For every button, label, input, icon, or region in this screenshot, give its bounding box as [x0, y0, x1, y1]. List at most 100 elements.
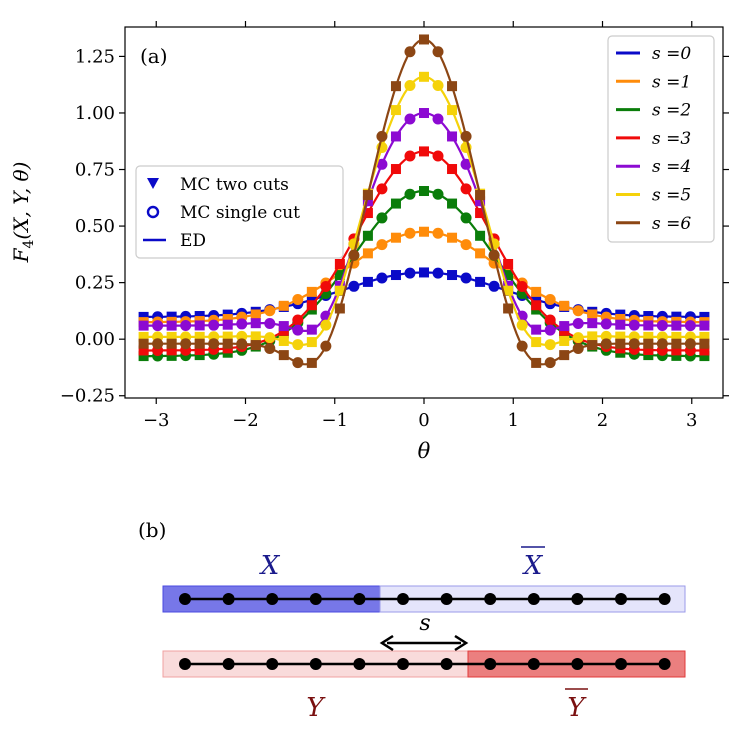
data-point: [404, 267, 416, 279]
data-point: [194, 311, 205, 322]
site: [179, 658, 191, 670]
data-point: [419, 267, 429, 278]
data-point: [194, 350, 205, 361]
data-point: [166, 350, 177, 361]
data-point: [362, 190, 373, 201]
y-label-sub: 4: [21, 239, 37, 248]
data-point: [166, 331, 177, 342]
data-point: [656, 338, 668, 350]
data-point: [572, 317, 584, 329]
data-point: [306, 294, 317, 305]
data-point: [699, 345, 710, 356]
site: [658, 658, 671, 670]
x-tick-label: 2: [597, 410, 608, 431]
y-label-args: (X, Y, θ): [9, 162, 33, 240]
data-point: [138, 320, 149, 331]
data-point: [671, 350, 682, 361]
data-point: [404, 188, 416, 200]
data-point: [390, 81, 401, 92]
data-point: [278, 321, 289, 332]
data-point: [236, 338, 248, 350]
label-y: Y: [306, 693, 326, 723]
data-point: [320, 319, 332, 331]
data-point: [362, 248, 373, 259]
data-point: [390, 232, 401, 243]
data-point: [292, 339, 304, 351]
data-point: [600, 330, 612, 342]
sites-bottom: [179, 658, 671, 670]
data-point: [615, 319, 626, 330]
site: [353, 658, 366, 670]
data-point: [460, 130, 472, 142]
data-point: [390, 270, 401, 281]
data-point: [432, 227, 444, 239]
data-point: [559, 350, 570, 361]
site: [266, 658, 279, 670]
panel-label-a: (a): [140, 44, 168, 68]
series-6: [138, 34, 710, 369]
data-point: [671, 345, 682, 356]
data-point: [432, 267, 444, 279]
site: [527, 658, 540, 670]
data-point: [348, 280, 360, 292]
data-point: [671, 338, 682, 349]
legend-label-3: s =3: [652, 129, 691, 149]
data-point: [447, 270, 458, 281]
site: [397, 593, 409, 605]
site: [571, 658, 584, 670]
data-point: [404, 79, 416, 91]
label-x-bar: X: [522, 551, 544, 581]
triangle-down-icon: [147, 178, 159, 189]
data-point: [362, 196, 373, 207]
data-point: [376, 272, 388, 284]
data-point: [250, 309, 261, 320]
data-point: [447, 105, 458, 116]
chart-axes: −3 −2 −1 0 1 2 3 −0.25 0.00 0.25 0.50 0.75 1.00 1.25…: [9, 21, 729, 463]
data-point: [447, 164, 458, 175]
site: [615, 593, 627, 605]
data-point: [503, 258, 514, 269]
data-point: [559, 300, 570, 311]
site: [353, 593, 366, 605]
data-point: [306, 357, 317, 368]
data-point: [306, 300, 317, 311]
shift-arrow-right-head: [454, 634, 469, 652]
data-point: [334, 270, 345, 281]
data-point: [222, 314, 233, 325]
data-point: [306, 286, 317, 297]
data-point: [419, 71, 429, 82]
data-point: [138, 351, 149, 362]
data-point: [222, 331, 233, 342]
data-point: [460, 158, 472, 170]
data-point: [699, 320, 710, 331]
data-point: [432, 188, 444, 200]
data-point: [404, 46, 416, 58]
data-point: [447, 198, 458, 209]
data-point: [362, 208, 373, 219]
data-point: [615, 314, 626, 325]
data-point: [432, 46, 444, 58]
data-point: [334, 258, 345, 269]
data-point: [180, 338, 192, 350]
data-point: [390, 198, 401, 209]
data-point: [292, 294, 304, 306]
y-tick-label: −0.25: [60, 386, 115, 407]
data-point: [138, 331, 149, 342]
data-point: [432, 113, 444, 125]
data-point: [600, 318, 612, 330]
data-point: [475, 248, 486, 259]
data-point: [699, 338, 710, 349]
legend-label-4: s =4: [652, 157, 691, 177]
data-point: [194, 344, 205, 355]
data-point: [516, 319, 528, 331]
legend-ed: ED: [180, 231, 206, 251]
legend-label-2: s =2: [652, 101, 691, 121]
data-point: [656, 320, 668, 332]
data-point: [516, 340, 528, 352]
data-point: [628, 319, 640, 331]
data-point: [180, 320, 192, 332]
data-point: [615, 331, 626, 342]
data-point: [236, 330, 248, 342]
data-point: [587, 309, 598, 320]
y-label-main: F: [9, 247, 33, 263]
